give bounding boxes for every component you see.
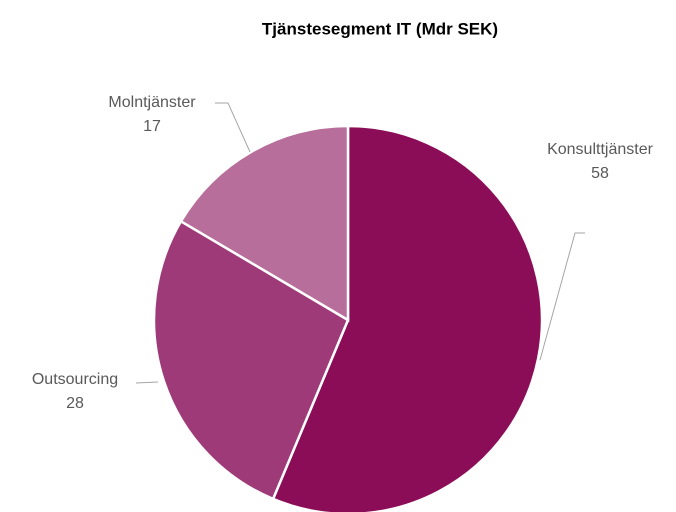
leader-line: [539, 232, 585, 361]
chart-title: Tjänstesegment IT (Mdr SEK): [262, 19, 498, 38]
leader-line: [215, 102, 251, 153]
data-label-name: Molntjänster: [108, 94, 196, 111]
data-label-value: 17: [143, 118, 161, 135]
data-label-name: Konsulttjänster: [547, 141, 654, 158]
pie-slice: [152, 219, 350, 501]
data-label-name: Outsourcing: [32, 371, 118, 388]
pie-slice: [179, 124, 350, 323]
leader-line: [135, 381, 159, 384]
data-label-value: 58: [591, 165, 609, 182]
data-label-value: 28: [66, 395, 84, 412]
pie-slice: [271, 124, 544, 512]
slices: [152, 124, 544, 512]
